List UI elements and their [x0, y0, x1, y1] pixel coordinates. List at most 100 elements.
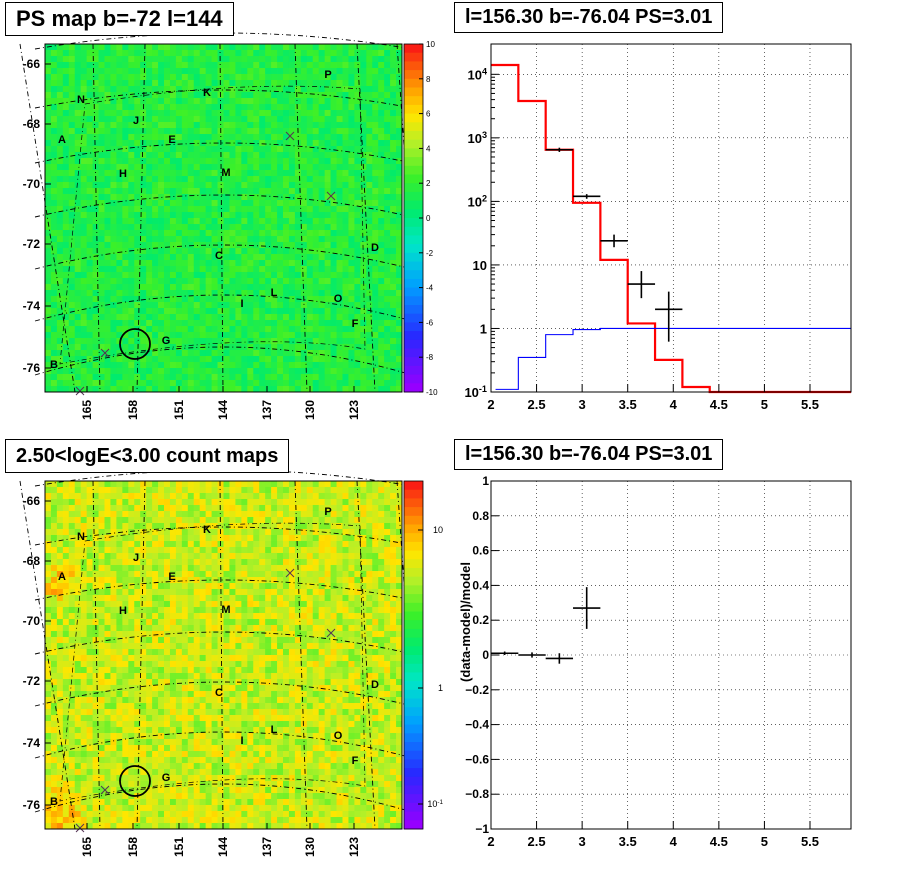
y-tick-label: 0.2 — [472, 613, 489, 627]
lat-line — [34, 469, 413, 487]
y-tick-label: -76 — [23, 361, 41, 375]
data-point — [600, 234, 628, 248]
region-label-l: L — [271, 724, 278, 736]
lat-line — [34, 783, 413, 813]
colorbar-tick-label: -8 — [426, 353, 434, 362]
lon-line — [92, 43, 101, 393]
colorbar-tick-label: -6 — [426, 318, 434, 327]
x-tick-label: 137 — [260, 400, 274, 420]
y-tick-label: -70 — [23, 614, 41, 628]
data-point — [573, 194, 601, 199]
y-tick-label: 104 — [467, 66, 487, 82]
region-label-m: M — [221, 167, 230, 179]
lon-line — [219, 480, 224, 830]
x-tick-label: 5 — [761, 834, 768, 849]
region-label-d: D — [371, 679, 379, 691]
region-label-k: K — [203, 524, 211, 536]
lat-line — [34, 89, 413, 109]
region-label-o: O — [334, 730, 343, 742]
y-tick-label: −0.4 — [465, 718, 489, 732]
x-tick-label: 137 — [260, 837, 274, 857]
lon-line — [219, 43, 224, 393]
tile-outline — [59, 85, 366, 365]
source-marker — [75, 823, 85, 833]
x-tick-label: 3.5 — [619, 834, 637, 849]
data-point — [627, 271, 656, 299]
region-label-e: E — [168, 571, 175, 583]
region-label-j: J — [133, 552, 139, 564]
lat-line — [34, 194, 413, 218]
map-grid — [19, 32, 422, 393]
lat-line — [34, 294, 413, 322]
spectrum-panel: l=156.30 b=-76.04 PS=3.01 10-1 1 10 102 103 1… — [450, 0, 898, 437]
region-label-c: C — [215, 250, 223, 262]
region-label-m: M — [221, 604, 230, 616]
x-tick-label: 130 — [303, 400, 317, 420]
x-tick-label: 3.5 — [619, 397, 637, 412]
count-map-title: 2.50<logE<3.00 count maps — [5, 439, 290, 473]
colorbar-tick-label: 10 — [433, 525, 443, 535]
y-tick-label: −0.8 — [465, 787, 489, 801]
count-map-panel: 2.50<logE<3.00 count maps A B C D E F G H I J K L M N… — [0, 437, 450, 875]
colorbar-tick-label: -4 — [426, 284, 434, 293]
y-tick-label: -66 — [23, 494, 41, 508]
colorbar — [404, 44, 423, 393]
lat-line — [34, 526, 413, 546]
lon-line — [294, 480, 308, 830]
y-tick-label: -66 — [23, 57, 41, 71]
lon-line — [136, 480, 146, 830]
x-tick-label: 5 — [761, 397, 768, 412]
y-tick-label: -72 — [23, 674, 41, 688]
colorbar-tick-label: -10 — [426, 388, 438, 397]
region-label-g: G — [162, 335, 171, 347]
x-tick-label: 2 — [487, 397, 494, 412]
colorbar-tick-label: 2 — [426, 179, 431, 188]
y-tick-label: 103 — [467, 130, 487, 146]
region-label-h: H — [119, 605, 127, 617]
lat-line — [34, 244, 413, 270]
source-marker — [285, 568, 295, 578]
lat-line — [34, 142, 413, 164]
selected-source-circle — [119, 765, 151, 797]
region-label-e: E — [168, 134, 175, 146]
region-label-d: D — [371, 242, 379, 254]
x-tick-label: 2.5 — [528, 834, 546, 849]
y-tick-label: 10-1 — [464, 384, 487, 400]
y-axis-label: (data-model)/model — [458, 562, 473, 682]
region-label-b: B — [50, 796, 58, 808]
x-tick-label: 130 — [303, 837, 317, 857]
colorbar-tick-label: 10-1 — [427, 799, 443, 810]
ps-map-title: PS map b=-72 l=144 — [5, 2, 234, 36]
x-tick-label: 4.5 — [710, 397, 728, 412]
map-pixels — [45, 44, 403, 393]
plot-frame — [490, 43, 852, 393]
y-tick-label: -74 — [23, 736, 41, 750]
residual-point — [518, 652, 546, 658]
region-label-b: B — [50, 359, 58, 371]
data-point — [545, 147, 574, 152]
lon-line — [92, 480, 101, 830]
lon-line — [136, 43, 146, 393]
region-label-o: O — [334, 293, 343, 305]
region-label-g: G — [162, 772, 171, 784]
lat-line — [34, 731, 413, 759]
colorbar-tick-label: -2 — [426, 249, 434, 258]
colorbar-tick-label: 8 — [426, 75, 431, 84]
residual-point — [545, 653, 574, 664]
data-point — [655, 291, 683, 342]
region-label-i: I — [240, 298, 243, 310]
x-tick-label: 158 — [126, 400, 140, 420]
lon-line — [19, 43, 76, 393]
y-tick-label: 0 — [482, 648, 489, 662]
colorbar — [404, 481, 423, 830]
region-label-a: A — [58, 571, 66, 583]
source-marker — [326, 191, 336, 201]
x-tick-label: 144 — [216, 400, 230, 420]
lon-line — [19, 480, 76, 830]
y-tick-label: 102 — [467, 193, 487, 209]
y-tick-label: −0.2 — [465, 683, 489, 697]
y-tick-label: -76 — [23, 798, 41, 812]
x-tick-label: 151 — [172, 400, 186, 420]
colorbar-frame — [403, 480, 424, 830]
colorbar-tick-label: 1 — [438, 683, 443, 693]
